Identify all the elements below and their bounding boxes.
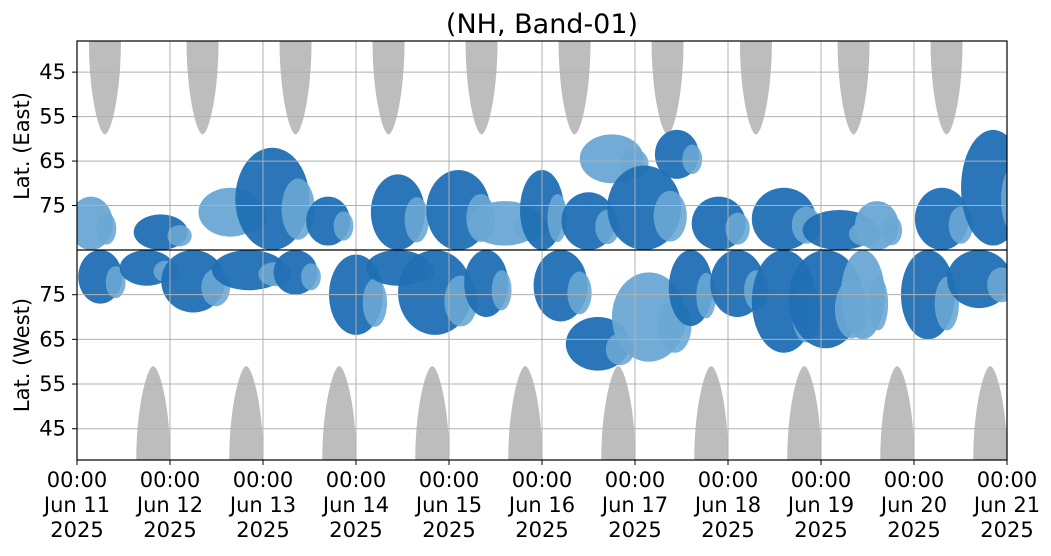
x-tick-year: 2025 — [701, 518, 754, 542]
east-dark-region-6 — [651, 41, 684, 135]
chart-title: (NH, Band-01) — [446, 9, 638, 40]
east-activity-blob-18 — [961, 129, 1007, 246]
east-activity-fringe-0 — [96, 212, 117, 245]
x-tick-year: 2025 — [980, 518, 1033, 542]
y-tick-label-west: 55 — [39, 372, 66, 396]
y-axis-label-east: Lat. (East) — [10, 92, 34, 200]
west-dark-region-9 — [973, 366, 1007, 460]
x-tick-time: 00:00 — [233, 468, 294, 492]
east-dark-region-9 — [930, 41, 963, 135]
east-dark-region-1 — [186, 41, 219, 135]
x-tick-time: 00:00 — [605, 468, 666, 492]
x-tick-label: 00:00 Jun 15 2025 — [414, 468, 482, 542]
y-tick-label-east: 55 — [39, 105, 66, 129]
east-dark-region-2 — [279, 41, 312, 135]
west-activity-fringe-8 — [491, 270, 512, 311]
west-dark-region-0 — [136, 366, 171, 460]
y-tick-label-west: 45 — [39, 417, 66, 441]
x-tick-label: 00:00 Jun 19 2025 — [786, 468, 854, 542]
x-tick-label: 00:00 Jun 21 2025 — [972, 468, 1040, 542]
x-tick-date: Jun 19 — [786, 493, 854, 517]
y-tick-label-east: 45 — [39, 60, 66, 84]
y-tick-label-east: 75 — [39, 194, 66, 218]
x-tick-label: 00:00 Jun 11 2025 — [42, 468, 110, 542]
east-activity-fringe-13 — [725, 212, 750, 245]
west-activity-fringe-4 — [301, 263, 321, 291]
west-activity-fringe-5 — [362, 278, 388, 327]
x-tick-date: Jun 12 — [135, 493, 203, 517]
x-tick-label: 00:00 Jun 16 2025 — [507, 468, 575, 542]
x-tick-date: Jun 13 — [228, 493, 296, 517]
east-activity-fringe-1 — [167, 225, 192, 247]
east-activity-fringe-12 — [682, 144, 703, 174]
x-tick-label: 00:00 Jun 17 2025 — [600, 468, 668, 542]
west-activity-fringe-18 — [987, 267, 1007, 303]
x-tick-date: Jun 21 — [972, 493, 1040, 517]
east-activity-fringe-5 — [404, 197, 429, 243]
x-tick-date: Jun 16 — [507, 493, 575, 517]
east-activity-fringe-16 — [882, 215, 903, 246]
x-tick-year: 2025 — [794, 518, 847, 542]
x-tick-time: 00:00 — [47, 468, 108, 492]
east-dark-region-7 — [739, 41, 772, 135]
west-dark-region-3 — [415, 366, 450, 460]
east-dark-region-0 — [88, 41, 121, 135]
x-tick-year: 2025 — [329, 518, 382, 542]
west-dark-region-8 — [880, 366, 915, 460]
west-dark-region-2 — [322, 366, 357, 460]
x-tick-label: 00:00 Jun 14 2025 — [321, 468, 389, 542]
y-axis-label-west: Lat. (West) — [10, 298, 34, 412]
east-activity-fringe-11 — [653, 190, 687, 242]
west-activity-fringe-16 — [868, 276, 889, 331]
x-tick-time: 00:00 — [698, 468, 759, 492]
x-tick-date: Jun 14 — [321, 493, 389, 517]
x-tick-label: 00:00 Jun 18 2025 — [693, 468, 761, 542]
x-tick-time: 00:00 — [419, 468, 480, 492]
x-tick-date: Jun 17 — [600, 493, 668, 517]
east-dark-region-3 — [372, 41, 405, 135]
east-dark-region-8 — [837, 41, 870, 135]
x-tick-time: 00:00 — [512, 468, 573, 492]
plot-clipped-layer — [77, 41, 1007, 460]
west-dark-region-4 — [508, 366, 543, 460]
x-tick-year: 2025 — [50, 518, 103, 542]
x-tick-year: 2025 — [515, 518, 568, 542]
x-tick-year: 2025 — [608, 518, 661, 542]
west-activity-fringe-0 — [105, 266, 126, 299]
x-tick-date: Jun 15 — [414, 493, 482, 517]
x-tick-time: 00:00 — [140, 468, 201, 492]
x-tick-label: 00:00 Jun 12 2025 — [135, 468, 203, 542]
x-tick-year: 2025 — [422, 518, 475, 542]
west-dark-region-1 — [229, 366, 264, 460]
west-dark-region-7 — [787, 366, 822, 460]
x-tick-time: 00:00 — [884, 468, 945, 492]
x-tick-date: Jun 18 — [693, 493, 761, 517]
east-activity-fringe-4 — [333, 211, 354, 241]
x-tick-label: 00:00 Jun 20 2025 — [879, 468, 947, 542]
x-tick-time: 00:00 — [977, 468, 1038, 492]
y-tick-label-west: 75 — [39, 283, 66, 307]
east-dark-region-5 — [558, 41, 591, 135]
west-dark-region-6 — [694, 366, 729, 460]
x-tick-date: Jun 20 — [879, 493, 947, 517]
x-tick-label: 00:00 Jun 13 2025 — [228, 468, 296, 542]
east-activity-fringe-18 — [1001, 171, 1007, 228]
x-tick-year: 2025 — [143, 518, 196, 542]
west-dark-region-5 — [601, 366, 636, 460]
x-tick-time: 00:00 — [791, 468, 852, 492]
y-tick-label-west: 65 — [39, 327, 66, 351]
y-tick-label-east: 65 — [39, 149, 66, 173]
west-activity-fringe-9 — [567, 271, 592, 315]
x-tick-time: 00:00 — [326, 468, 387, 492]
x-tick-year: 2025 — [236, 518, 289, 542]
east-dark-region-4 — [465, 41, 498, 135]
x-tick-year: 2025 — [887, 518, 940, 542]
plot-frame — [76, 40, 1008, 461]
x-tick-date: Jun 11 — [42, 493, 110, 517]
